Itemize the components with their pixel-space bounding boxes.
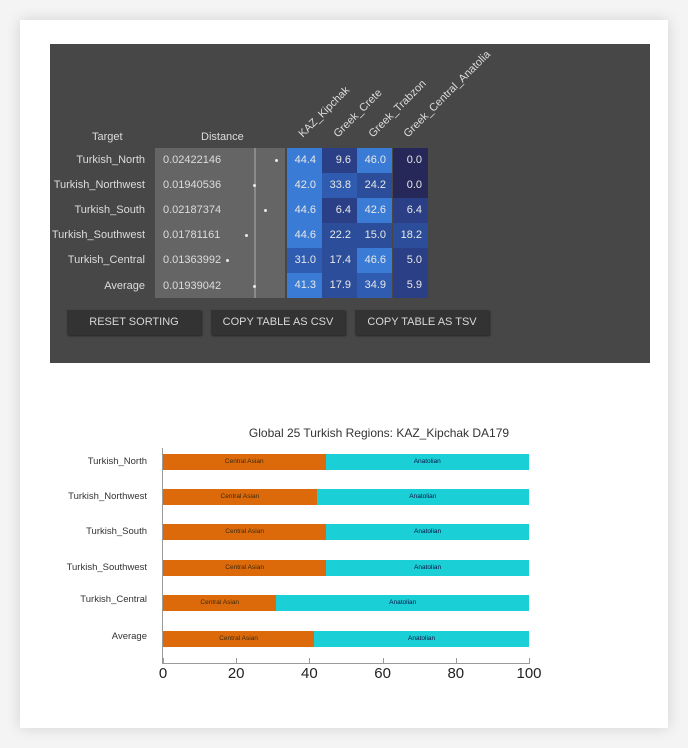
heatmap-cell: 18.2 — [393, 223, 428, 248]
distance-average-line — [254, 148, 256, 298]
chart-bar: Central Asian Anatolian — [163, 631, 529, 647]
chart-bar: Central Asian Anatolian — [163, 454, 529, 470]
header-target[interactable]: Target — [92, 131, 123, 143]
heatmap-cell: 41.3 — [287, 273, 322, 298]
chart-bar: Central Asian Anatolian — [163, 489, 529, 505]
segment-anatolian: Anatolian — [316, 489, 529, 505]
row-label: Turkish_North — [76, 154, 145, 166]
heatmap-cell: 24.2 — [357, 173, 392, 198]
x-tick-label: 40 — [301, 665, 318, 682]
x-tick — [455, 658, 457, 663]
distance-dot — [226, 259, 229, 262]
heatmap-cell: 33.8 — [322, 173, 357, 198]
x-axis — [162, 663, 530, 664]
heatmap-cell: 46.6 — [357, 248, 392, 273]
heatmap-cell: 6.4 — [393, 198, 428, 223]
distance-dot — [253, 285, 256, 288]
chart-category-label: Average — [111, 631, 147, 642]
segment-anatolian: Anatolian — [326, 560, 529, 576]
segment-central-asian: Central Asian — [163, 595, 277, 611]
chart-category-label: Turkish_North — [87, 456, 147, 467]
distance-column — [155, 148, 285, 298]
segment-central-asian: Central Asian — [163, 560, 327, 576]
distance-value: 0.01363992 — [163, 254, 222, 266]
x-tick — [309, 658, 311, 663]
heatmap-cell: 34.9 — [357, 273, 392, 298]
chart-category-label: Turkish_South — [86, 526, 147, 537]
distance-dot — [264, 209, 267, 212]
row-label: Turkish_Southwest — [51, 229, 145, 241]
segment-central-asian: Central Asian — [163, 631, 315, 647]
x-tick-label: 60 — [374, 665, 391, 682]
copy-csv-button[interactable]: COPY TABLE AS CSV — [211, 310, 345, 335]
heatmap-cell: 0.0 — [393, 173, 428, 198]
distance-value: 0.02187374 — [163, 204, 222, 216]
heatmap-cell: 6.4 — [322, 198, 357, 223]
heatmap-cell: 31.0 — [287, 248, 322, 273]
heatmap-cell: 5.0 — [393, 248, 428, 273]
chart-title: Global 25 Turkish Regions: KAZ_Kipchak D… — [248, 426, 510, 440]
x-tick-label: 20 — [227, 665, 245, 682]
heatmap-cell: 46.0 — [357, 148, 392, 173]
x-tick — [382, 658, 384, 663]
x-tick-label: 80 — [447, 665, 465, 682]
heatmap-cell: 5.9 — [393, 273, 428, 298]
heatmap-cell: 0.0 — [393, 148, 428, 173]
heatmap-cell: 22.2 — [322, 223, 357, 248]
x-tick-label: 100 — [516, 665, 542, 682]
x-tick — [163, 658, 164, 663]
heatmap-cell: 17.9 — [322, 273, 357, 298]
distance-dot — [275, 159, 278, 162]
distance-dot — [253, 184, 256, 187]
segment-central-asian: Central Asian — [163, 489, 317, 505]
y-axis — [162, 448, 163, 664]
header-distance[interactable]: Distance — [201, 131, 244, 143]
heatmap-cell: 15.0 — [357, 223, 392, 248]
chart-category-label: Turkish_Southwest — [66, 562, 147, 573]
heatmap-cell: 44.6 — [287, 223, 322, 248]
heatmap-cell: 42.6 — [357, 198, 392, 223]
segment-central-asian: Central Asian — [163, 454, 326, 470]
segment-anatolian: Anatolian — [276, 595, 529, 611]
row-label: Average — [104, 280, 145, 292]
chart-category-label: Turkish_Northwest — [68, 491, 147, 502]
copy-tsv-button[interactable]: COPY TABLE AS TSV — [355, 310, 489, 335]
row-label: Turkish_South — [74, 204, 145, 216]
distance-value: 0.01940536 — [163, 179, 222, 191]
row-label: Turkish_Northwest — [53, 179, 145, 191]
heatmap-cell: 42.0 — [287, 173, 322, 198]
segment-anatolian: Anatolian — [314, 631, 529, 647]
distance-value: 0.02422146 — [163, 154, 222, 166]
distance-value: 0.01781161 — [163, 229, 221, 241]
x-tick — [236, 658, 238, 663]
x-tick — [529, 658, 530, 663]
reset-sorting-button[interactable]: RESET SORTING — [67, 310, 201, 335]
heatmap-cell: 9.6 — [322, 148, 357, 173]
heatmap-cell: 44.6 — [287, 198, 322, 223]
segment-anatolian: Anatolian — [326, 524, 529, 540]
heatmap-cell: 17.4 — [322, 248, 357, 273]
segment-central-asian: Central Asian — [163, 524, 327, 540]
row-label: Turkish_Central — [67, 254, 145, 266]
segment-anatolian: Anatolian — [325, 454, 529, 470]
chart-bar: Central Asian Anatolian — [163, 524, 529, 540]
distance-dot — [245, 234, 248, 237]
chart-bar: Central Asian Anatolian — [163, 595, 529, 611]
heatmap-cell: 44.4 — [287, 148, 322, 173]
x-tick-label: 0 — [158, 665, 168, 682]
distance-value: 0.01939042 — [163, 280, 222, 292]
chart-category-label: Turkish_Central — [80, 594, 147, 605]
chart-bar: Central Asian Anatolian — [163, 560, 529, 576]
